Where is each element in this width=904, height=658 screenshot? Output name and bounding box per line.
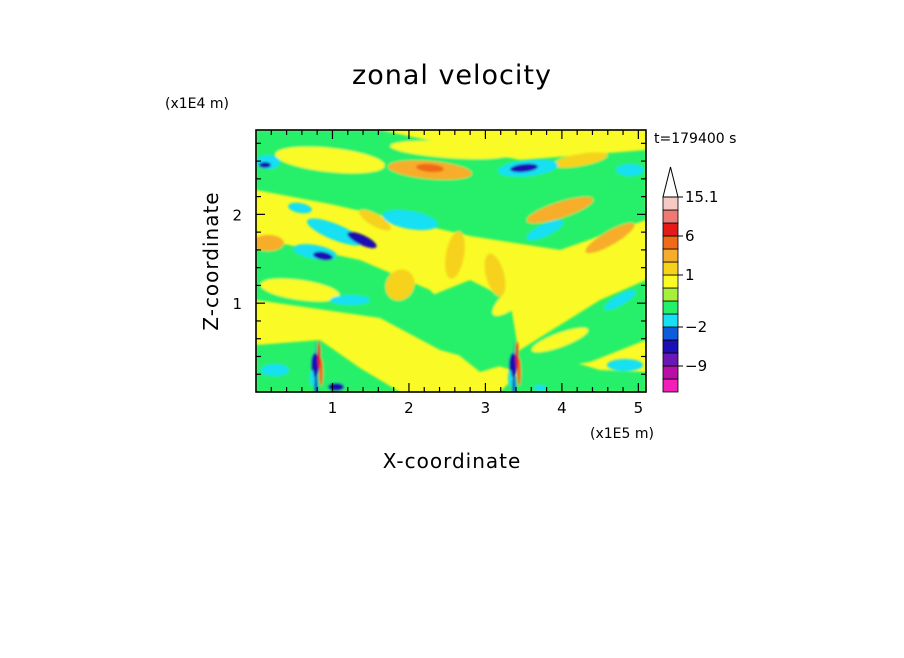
- contour-region: [310, 370, 314, 386]
- contour-region: [317, 341, 321, 369]
- contour-region: [552, 152, 608, 168]
- contour-region: [311, 353, 319, 377]
- contour-region: [510, 163, 538, 173]
- contour-region: [275, 146, 385, 174]
- contour-region: [616, 164, 644, 176]
- colorbar-segment: [662, 300, 679, 315]
- x-tick-label: 4: [557, 399, 567, 417]
- contour-region: [500, 352, 646, 392]
- time-label: t=179400 s: [654, 131, 736, 147]
- y-axis-title: Z-coordinate: [199, 191, 223, 330]
- colorbar-segment: [662, 313, 679, 328]
- contour-region: [445, 231, 465, 279]
- contour-region: [607, 359, 643, 371]
- contour-region: [307, 218, 363, 246]
- colorbar-segment: [662, 196, 679, 211]
- contour-region: [328, 383, 344, 391]
- contour-region: [515, 341, 519, 369]
- contour-region: [256, 340, 400, 392]
- contour-region: [585, 222, 635, 254]
- contour-region: [492, 268, 548, 316]
- colorbar-segment: [662, 222, 679, 237]
- x-axis-title: X-coordinate: [383, 449, 522, 473]
- colorbar-label: −9: [685, 357, 707, 375]
- colorbar-segment: [662, 261, 679, 276]
- contour-region: [484, 253, 506, 297]
- colorbar-segment: [662, 209, 679, 224]
- colorbar-segment: [662, 274, 679, 289]
- contour-region: [531, 327, 589, 353]
- x-unit-label: (x1E5 m): [590, 426, 654, 442]
- colorbar-segment: [662, 287, 679, 302]
- axis-ticks: 1 2 3 4 5 1 2: [232, 130, 646, 417]
- contour-region: [508, 370, 512, 386]
- contour-region: [288, 202, 312, 214]
- colorbar-label: 1: [685, 266, 695, 284]
- contour-region: [260, 166, 340, 194]
- colorbar-segment: [662, 339, 679, 354]
- x-tick-label: 2: [404, 399, 414, 417]
- colorbar-label: −2: [685, 318, 707, 336]
- contour-region: [385, 269, 415, 301]
- colorbar-label: 15.1: [685, 188, 718, 206]
- x-tick-label: 1: [328, 399, 338, 417]
- colorbar-segment: [662, 326, 679, 341]
- contour-region: [604, 290, 636, 310]
- contour-region: [382, 209, 438, 231]
- contour-region: [259, 162, 271, 168]
- green-v-core: [420, 280, 520, 372]
- colorbar-extend-arrow: [662, 166, 679, 198]
- contour-region: [260, 278, 340, 302]
- contour-region: [359, 209, 391, 231]
- contour-region: [330, 295, 370, 305]
- contour-region: [526, 219, 564, 241]
- x-tick-label: 3: [481, 399, 491, 417]
- plot-frame: [255, 129, 647, 393]
- colorbar: 15.1 6 1 −2 −9: [662, 166, 718, 393]
- contour-plot-area: [256, 130, 646, 392]
- colorbar-segment: [662, 352, 679, 367]
- colorbar-segment: [662, 248, 679, 263]
- contour-region: [390, 140, 510, 160]
- x-tick-label: 5: [634, 399, 644, 417]
- colorbar-segment: [662, 235, 679, 250]
- colorbar-segment: [662, 365, 679, 380]
- chart-title: zonal velocity: [352, 60, 552, 91]
- blue-minimum: [347, 231, 377, 249]
- contour-region: [256, 235, 284, 251]
- contour-region: [509, 353, 517, 377]
- y-tick-label: 2: [232, 206, 242, 224]
- contour-region: [313, 251, 333, 261]
- colorbar-segment: [662, 378, 679, 393]
- y-tick-label: 1: [232, 295, 242, 313]
- y-unit-label: (x1E4 m): [165, 96, 229, 112]
- contour-region: [534, 385, 546, 391]
- contour-region: [526, 196, 594, 224]
- contour-region: [261, 364, 289, 376]
- colorbar-label: 6: [685, 227, 695, 245]
- dark-orange-core: [416, 163, 444, 173]
